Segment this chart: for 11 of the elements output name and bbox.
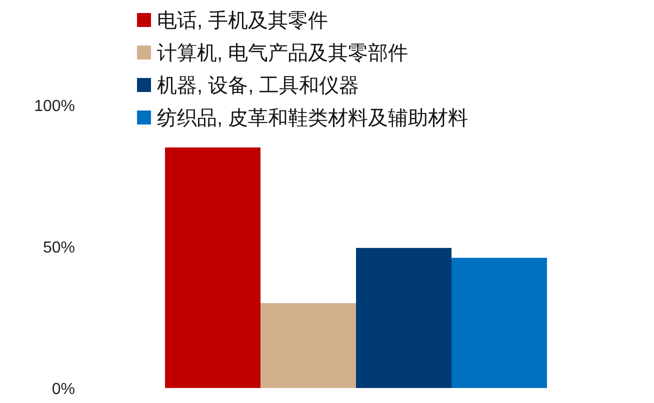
y-tick-label: 50% bbox=[42, 240, 75, 256]
bar bbox=[260, 303, 356, 388]
bar bbox=[165, 147, 260, 388]
legend-label: 纺织品, 皮革和鞋类材料及辅助材料 bbox=[157, 108, 468, 130]
legend-label: 机器, 设备, 工具和仪器 bbox=[157, 75, 360, 97]
y-tick-label: 100% bbox=[34, 98, 75, 115]
bar bbox=[452, 258, 547, 388]
legend-label: 计算机, 电气产品及其零部件 bbox=[157, 42, 408, 64]
legend-label: 电话, 手机及其零件 bbox=[157, 10, 328, 32]
bar bbox=[356, 248, 452, 388]
y-tick-label: 0% bbox=[52, 381, 75, 398]
